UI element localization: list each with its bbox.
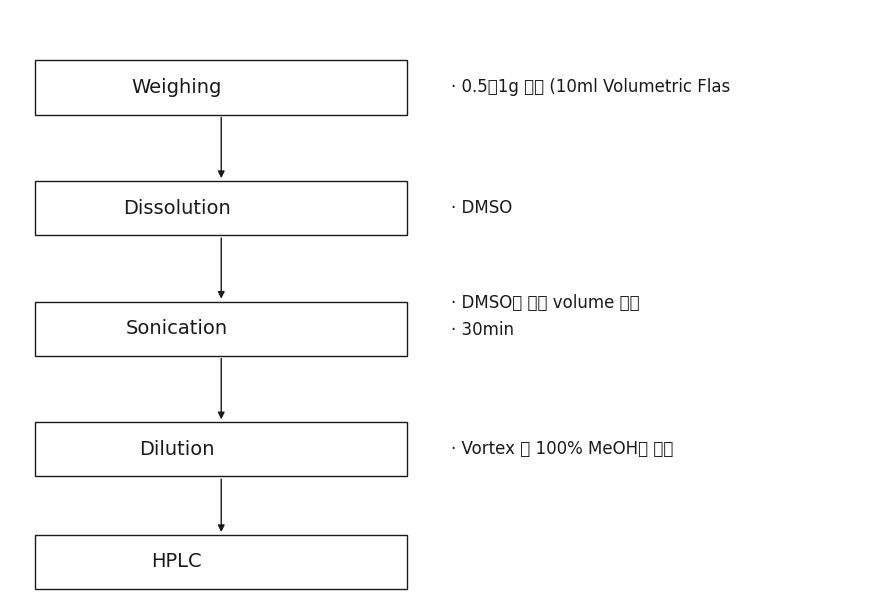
- Text: HPLC: HPLC: [151, 552, 202, 572]
- Text: Dissolution: Dissolution: [123, 198, 230, 218]
- Text: · 0.5～1g 정량 (10ml Volumetric Flas: · 0.5～1g 정량 (10ml Volumetric Flas: [451, 78, 731, 96]
- Text: · Vortex 후 100% MeOH로 희석: · Vortex 후 100% MeOH로 희석: [451, 440, 673, 458]
- Text: Weighing: Weighing: [132, 78, 222, 97]
- Bar: [35, 535, 407, 589]
- Text: · DMSO로 최종 volume 정량: · DMSO로 최종 volume 정량: [451, 294, 640, 312]
- Text: Dilution: Dilution: [139, 440, 214, 459]
- Text: · 30min: · 30min: [451, 321, 514, 339]
- Text: Sonication: Sonication: [126, 319, 227, 338]
- Bar: [35, 60, 407, 115]
- Bar: [35, 181, 407, 235]
- Text: · DMSO: · DMSO: [451, 199, 512, 217]
- Bar: [35, 302, 407, 356]
- Bar: [35, 422, 407, 476]
